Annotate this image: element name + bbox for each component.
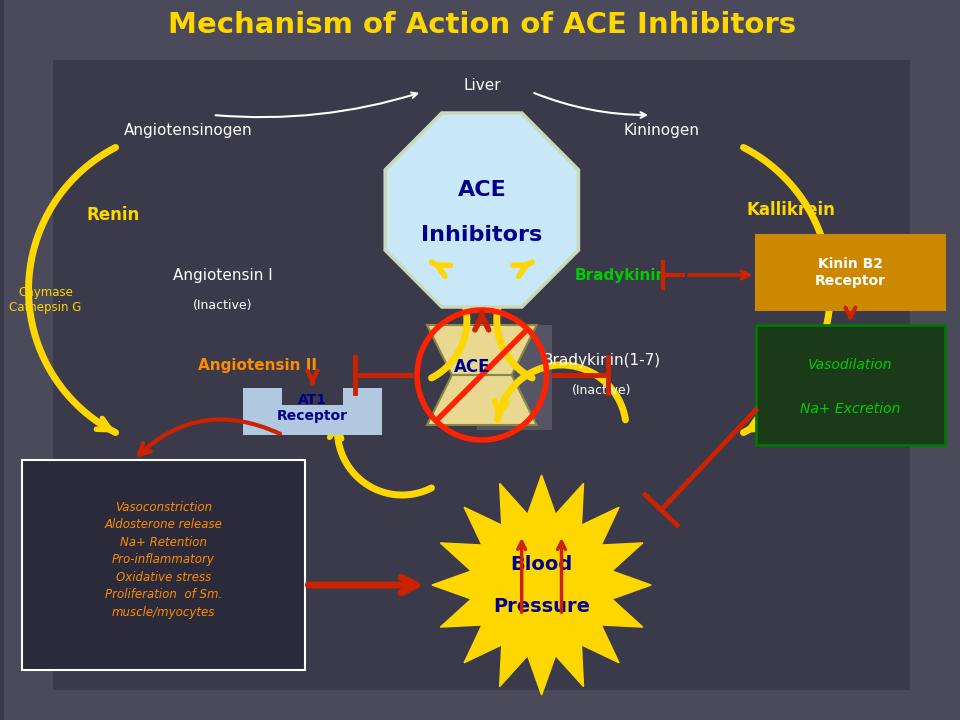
FancyBboxPatch shape — [243, 388, 282, 435]
Text: Chymase
Cathepsin G: Chymase Cathepsin G — [10, 286, 82, 314]
Polygon shape — [432, 475, 651, 695]
Text: Liver: Liver — [463, 78, 500, 92]
Text: (Inactive): (Inactive) — [571, 384, 631, 397]
Text: ACE: ACE — [454, 358, 491, 376]
Text: Renin: Renin — [86, 206, 140, 224]
Text: Kinin B2
Receptor: Kinin B2 Receptor — [815, 258, 886, 287]
FancyBboxPatch shape — [21, 460, 305, 670]
Text: Pressure: Pressure — [493, 598, 590, 616]
FancyBboxPatch shape — [343, 388, 382, 435]
Text: Kallikrein: Kallikrein — [746, 201, 835, 219]
FancyBboxPatch shape — [756, 325, 945, 445]
Polygon shape — [427, 325, 537, 375]
Text: (Inactive): (Inactive) — [193, 299, 252, 312]
Text: Mechanism of Action of ACE Inhibitors: Mechanism of Action of ACE Inhibitors — [168, 11, 796, 39]
Text: Vasodilation: Vasodilation — [808, 358, 893, 372]
Text: Blood: Blood — [511, 556, 573, 575]
Text: Inhibitors: Inhibitors — [421, 225, 542, 245]
Text: AT1
Receptor: AT1 Receptor — [277, 392, 348, 423]
FancyBboxPatch shape — [243, 405, 382, 435]
FancyBboxPatch shape — [477, 325, 552, 430]
FancyBboxPatch shape — [756, 235, 945, 310]
Text: ACE: ACE — [458, 180, 506, 200]
Text: Angiotensin II: Angiotensin II — [198, 358, 317, 372]
Text: Angiotensin I: Angiotensin I — [173, 268, 273, 282]
Text: Kininogen: Kininogen — [623, 122, 699, 138]
Bar — [54, 60, 910, 690]
Polygon shape — [427, 375, 537, 425]
Text: Bradykinin: Bradykinin — [575, 268, 667, 282]
Text: Vasoconstriction
Aldosterone release
Na+ Retention
Pro-inflammatory
Oxidative st: Vasoconstriction Aldosterone release Na+… — [105, 501, 223, 619]
Text: Bradykinin(1-7): Bradykinin(1-7) — [542, 353, 660, 367]
Text: Na+ Excretion: Na+ Excretion — [801, 402, 900, 416]
Text: Angiotensinogen: Angiotensinogen — [124, 122, 252, 138]
Polygon shape — [385, 113, 579, 307]
